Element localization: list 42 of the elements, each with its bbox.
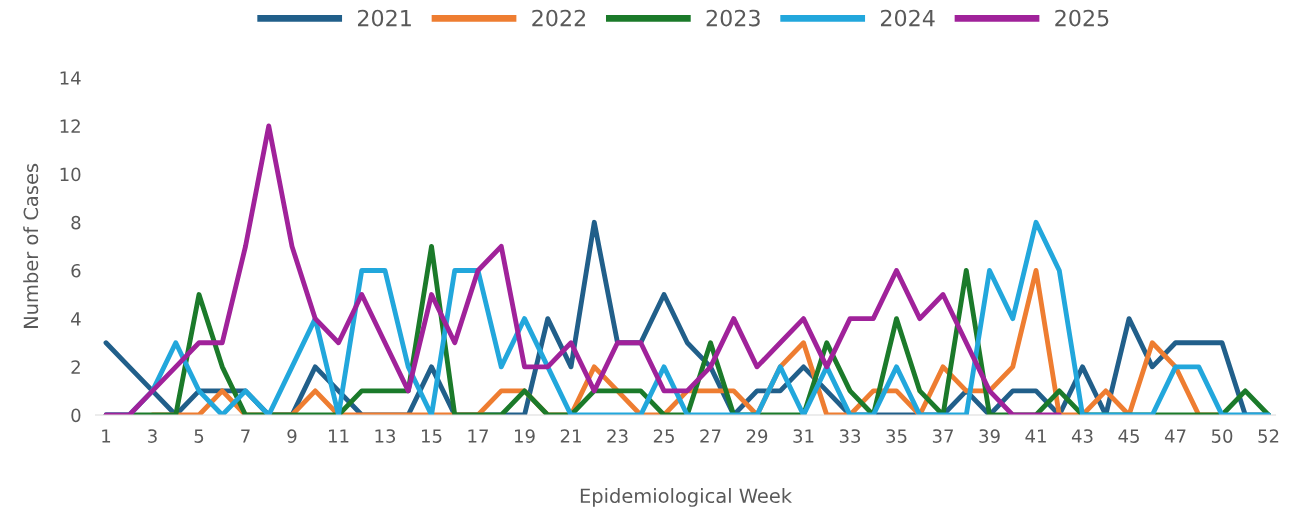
x-tick-label: 52	[1258, 429, 1279, 443]
legend-label: 2025	[1055, 9, 1109, 27]
x-tick-label: 17	[468, 429, 488, 443]
legend-label: 2023	[706, 9, 760, 27]
y-tick-label: 14	[60, 71, 81, 85]
x-tick-label: 5	[194, 429, 204, 443]
x-tick-label: 31	[793, 429, 814, 443]
legend-label: 2022	[532, 9, 586, 27]
y-tick-label: 4	[71, 312, 81, 326]
x-tick-label: 23	[607, 429, 628, 443]
x-tick-label: 1	[102, 429, 111, 443]
x-tick-label: 19	[515, 429, 535, 443]
legend-label: 2024	[880, 9, 935, 27]
y-tick-label: 8	[71, 215, 81, 230]
x-tick-label: 7	[241, 429, 250, 443]
x-tick-label: 50	[1211, 429, 1233, 443]
x-tick-label: 47	[1164, 429, 1186, 443]
x-tick-label: 41	[1025, 429, 1046, 443]
x-tick-label: 11	[329, 429, 349, 443]
y-axis-title: Number of Cases	[23, 163, 39, 328]
y-tick-label: 0	[71, 408, 81, 423]
x-tick-label: 21	[560, 429, 581, 443]
y-tick-label: 10	[60, 167, 81, 182]
y-tick-label: 6	[71, 263, 81, 278]
x-tick-label: 3	[148, 429, 157, 443]
x-tick-label: 27	[700, 429, 721, 443]
x-tick-label: 25	[653, 429, 674, 443]
x-axis-title: Epidemiological Week	[580, 488, 792, 507]
x-tick-label: 15	[422, 429, 442, 443]
x-tick-label: 33	[839, 429, 861, 443]
x-tick-label: 35	[886, 429, 907, 443]
x-tick-label: 13	[375, 429, 396, 443]
x-tick-label: 45	[1118, 429, 1139, 443]
y-tick-label: 2	[71, 360, 80, 374]
legend-label: 2021	[357, 9, 411, 27]
x-tick-label: 39	[979, 429, 1000, 443]
line-series	[103, 123, 1062, 416]
x-tick-label: 9	[287, 429, 297, 443]
y-tick-label: 12	[60, 119, 80, 133]
x-tick-label: 29	[746, 429, 768, 443]
x-tick-label: 43	[1071, 429, 1093, 443]
x-tick-label: 37	[932, 429, 953, 443]
